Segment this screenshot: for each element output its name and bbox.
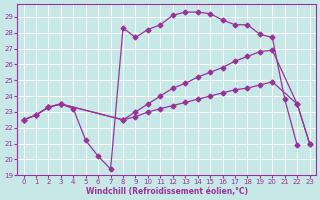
X-axis label: Windchill (Refroidissement éolien,°C): Windchill (Refroidissement éolien,°C) xyxy=(85,187,248,196)
